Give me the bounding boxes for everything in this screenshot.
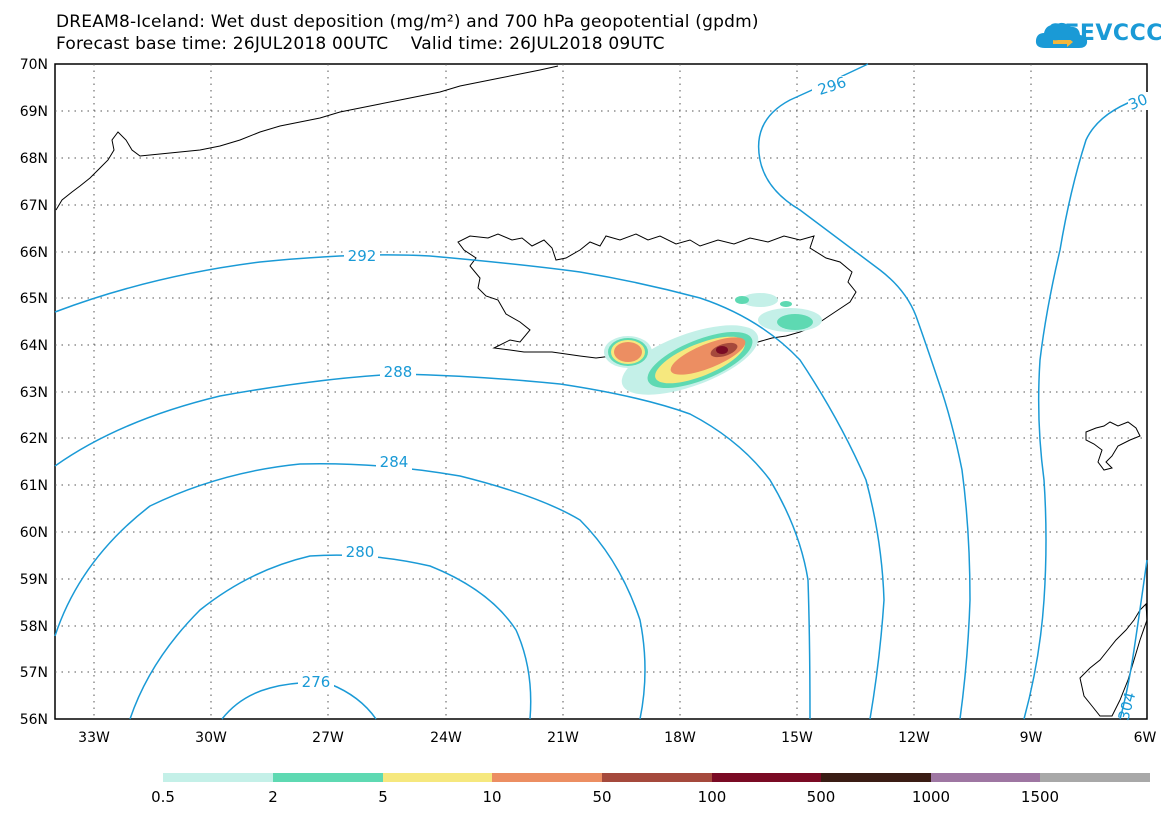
legend-swatch	[712, 773, 821, 782]
lon-label: 21W	[547, 730, 579, 746]
legend-label: 2	[268, 788, 278, 806]
greenland-coast	[55, 65, 559, 211]
contour-label-30: 30	[1126, 90, 1150, 114]
lat-label: 56N	[20, 712, 48, 728]
longitude-labels: 33W 30W 27W 24W 21W 18W 15W 12W 9W 6W	[78, 730, 1156, 746]
contour-label-280: 280	[346, 543, 375, 561]
legend-label: 0.5	[151, 788, 175, 806]
lon-label: 27W	[312, 730, 344, 746]
lat-label: 60N	[20, 525, 48, 541]
lon-label: 9W	[1020, 730, 1043, 746]
dust-level-10	[614, 342, 642, 362]
lat-label: 57N	[20, 665, 48, 681]
lat-label: 58N	[20, 619, 48, 635]
legend-label: 100	[698, 788, 727, 806]
contour-label-284: 284	[380, 453, 409, 471]
lon-label: 12W	[898, 730, 930, 746]
chart-title-line-1: DREAM8-Iceland: Wet dust deposition (mg/…	[56, 12, 759, 32]
lat-label: 61N	[20, 478, 48, 494]
legend-colorbar	[163, 773, 1150, 782]
legend-swatch	[821, 773, 931, 782]
lat-label: 69N	[20, 104, 48, 120]
dust-level-100	[716, 346, 728, 354]
lat-label: 59N	[20, 572, 48, 588]
contour-280	[129, 554, 532, 720]
lat-label: 64N	[20, 338, 48, 354]
lat-label: 66N	[20, 245, 48, 261]
contour-288	[54, 373, 811, 720]
legend-swatch	[602, 773, 712, 782]
chart-title-line-2: Forecast base time: 26JUL2018 00UTC Vali…	[56, 34, 665, 54]
legend-swatch	[492, 773, 602, 782]
lon-label: 6W	[1134, 730, 1157, 746]
legend-swatch	[931, 773, 1040, 782]
dust-deposition-shading	[604, 293, 822, 395]
dust-level-2	[777, 314, 813, 330]
legend-label: 5	[378, 788, 388, 806]
contour-label-276: 276	[302, 673, 331, 691]
latitude-labels: 70N 69N 68N 67N 66N 65N 64N 63N 62N 61N …	[20, 57, 48, 728]
dust-level-2	[780, 301, 792, 307]
scotland-coast	[1079, 602, 1148, 717]
contour-284	[54, 463, 646, 720]
legend-swatch	[273, 773, 383, 782]
contour-label-304: 304	[1115, 690, 1140, 722]
legend-label: 1000	[912, 788, 950, 806]
lon-label: 18W	[664, 730, 696, 746]
contour-label-288: 288	[384, 363, 413, 381]
legend-swatch	[383, 773, 492, 782]
legend-label: 50	[592, 788, 611, 806]
contour-296	[757, 63, 971, 720]
grid-lines	[55, 64, 1147, 719]
lon-label: 33W	[78, 730, 110, 746]
legend-swatch	[163, 773, 273, 782]
lon-label: 15W	[781, 730, 813, 746]
lat-label: 67N	[20, 198, 48, 214]
cloud-icon	[1035, 22, 1088, 48]
legend-labels: 0.5 2 5 10 50 100 500 1000 1500	[151, 788, 1059, 806]
contour-300	[1023, 95, 1148, 720]
contour-label-292: 292	[348, 247, 377, 265]
legend-label: 10	[482, 788, 501, 806]
contour-304	[1119, 559, 1148, 720]
lat-label: 65N	[20, 291, 48, 307]
lon-label: 24W	[430, 730, 462, 746]
lat-label: 63N	[20, 385, 48, 401]
dust-level-0.5	[742, 293, 778, 307]
logo-text: SEEVCCC	[1048, 21, 1163, 46]
legend-label: 500	[807, 788, 836, 806]
contour-labels: 296 30 292 288 284 280 276 304	[298, 73, 1150, 722]
lat-label: 68N	[20, 151, 48, 167]
faroe-coast	[1085, 421, 1141, 471]
geopotential-contours	[54, 63, 1148, 720]
legend-swatch	[1040, 773, 1150, 782]
legend-label: 1500	[1021, 788, 1059, 806]
lat-label: 70N	[20, 57, 48, 73]
contour-292	[54, 254, 885, 720]
dust-level-2	[735, 296, 749, 304]
lon-label: 30W	[195, 730, 227, 746]
lat-label: 62N	[20, 431, 48, 447]
